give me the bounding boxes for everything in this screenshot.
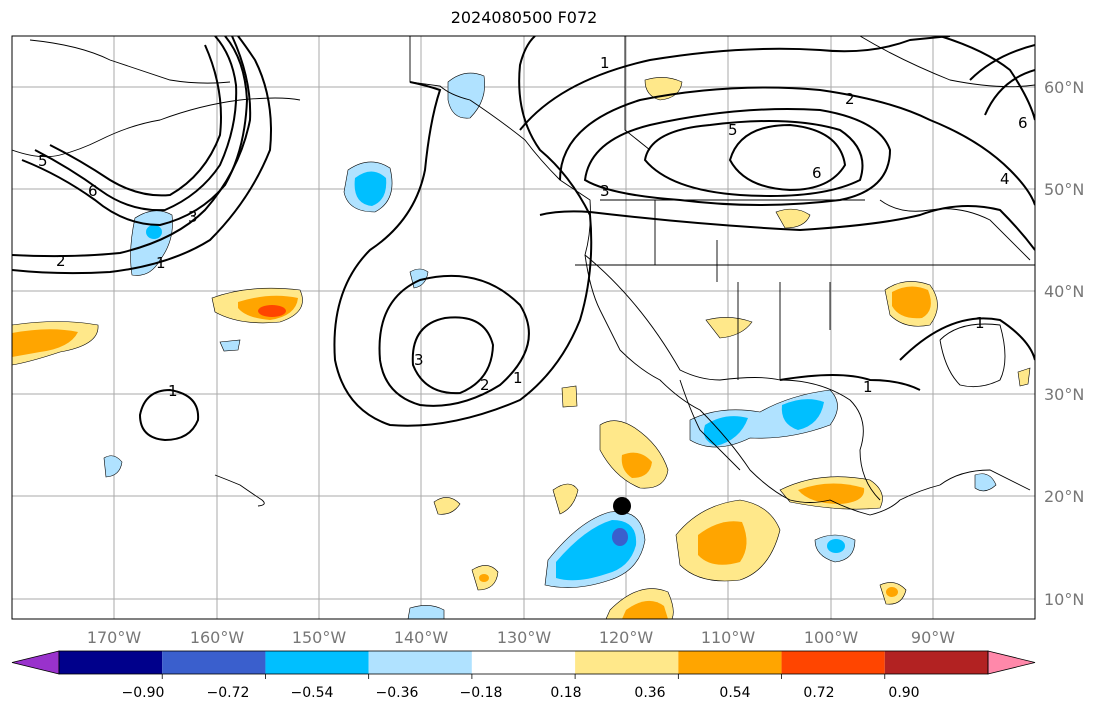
contour-label-1c: 1 xyxy=(513,369,523,387)
location-marker xyxy=(613,497,631,515)
lat-label: 10°N xyxy=(1044,590,1084,609)
colorbar-tick-labels: −0.90 −0.72 −0.54 −0.36 −0.18 0.18 0.36 … xyxy=(122,685,920,701)
colorbar-tick-label: −0.54 xyxy=(291,685,334,701)
lon-label: 110°W xyxy=(701,628,756,647)
warm-anomaly-core xyxy=(622,600,668,619)
coastlines xyxy=(12,36,1035,516)
lon-label: 170°W xyxy=(87,628,142,647)
shaded-anomalies xyxy=(12,72,1031,619)
lat-label: 30°N xyxy=(1044,385,1084,404)
cold-anomaly-core xyxy=(146,225,162,239)
warm-anomaly-core xyxy=(698,521,747,565)
lat-label: 50°N xyxy=(1044,180,1084,199)
colorbar-extend-max xyxy=(987,650,1036,675)
lon-label: 100°W xyxy=(804,628,859,647)
colorbar-segment xyxy=(368,651,472,674)
lon-label: 140°W xyxy=(394,628,449,647)
cold-anomaly xyxy=(103,455,123,478)
colorbar-segment xyxy=(884,651,988,674)
map-title: 2024080500 F072 xyxy=(450,8,598,27)
lon-label: 90°W xyxy=(911,628,955,647)
contour-label-2: 2 xyxy=(845,90,855,108)
lon-label: 150°W xyxy=(292,628,347,647)
warm-anomaly xyxy=(705,317,753,339)
lat-label: 20°N xyxy=(1044,487,1084,506)
lat-label: 40°N xyxy=(1044,282,1084,301)
cold-anomaly-peak xyxy=(612,528,628,546)
colorbar-segment xyxy=(678,651,782,674)
warm-anomaly xyxy=(552,483,579,515)
contour-label-2c: 2 xyxy=(480,376,490,394)
colorbar-tick-label: 0.90 xyxy=(888,685,919,701)
warm-anomaly-core xyxy=(479,574,489,582)
contour-label-3: 3 xyxy=(600,182,610,200)
cold-anomaly-core xyxy=(827,539,845,553)
lat-label: 60°N xyxy=(1044,78,1084,97)
warm-anomaly-core xyxy=(621,452,652,478)
contour-label-5b: 5 xyxy=(38,152,48,170)
contour-label-2b: 2 xyxy=(56,252,66,270)
map-frame xyxy=(11,35,1036,620)
colorbar-outline xyxy=(58,650,989,675)
contour-labels: 1 2 5 6 3 4 6 5 6 3 2 1 3 2 1 1 1 1 xyxy=(38,54,1028,400)
colorbar-tick-label: 0.72 xyxy=(803,685,834,701)
warm-anomaly xyxy=(433,497,461,515)
contour-label-1d: 1 xyxy=(168,382,178,400)
cold-anomaly-core xyxy=(354,171,387,206)
contour-label-1b: 1 xyxy=(156,254,166,272)
warm-anomaly-core xyxy=(892,286,931,319)
cold-anomaly-core xyxy=(781,399,824,430)
cold-anomaly xyxy=(974,473,997,492)
contours xyxy=(12,36,1035,442)
warm-anomaly xyxy=(561,385,578,408)
colorbar-tick-label: −0.18 xyxy=(460,685,503,701)
lon-label: 120°W xyxy=(599,628,654,647)
colorbar-segment xyxy=(781,651,885,674)
map-area: 1 2 5 6 3 4 6 5 6 3 2 1 3 2 1 1 1 1 xyxy=(12,36,1035,619)
lon-label: 130°W xyxy=(497,628,552,647)
contour-label-6b: 6 xyxy=(1018,114,1028,132)
cold-anomaly xyxy=(219,339,241,352)
contour-label-4: 4 xyxy=(1000,170,1010,188)
contour-label-3b: 3 xyxy=(188,208,198,226)
colorbar-tick-label: −0.72 xyxy=(207,685,250,701)
warm-anomaly xyxy=(775,208,811,229)
warm-anomaly-core xyxy=(798,483,865,504)
colorbar xyxy=(11,650,1036,679)
contour-label-6c: 6 xyxy=(88,182,98,200)
colorbar-tick-label: 0.36 xyxy=(634,685,665,701)
colorbar-tick-label: −0.90 xyxy=(122,685,165,701)
cold-anomaly-core xyxy=(703,416,748,446)
contour-label-1f: 1 xyxy=(863,378,873,396)
colorbar-extend-min xyxy=(11,650,60,675)
colorbar-segment xyxy=(59,651,163,674)
colorbar-segment xyxy=(162,651,266,674)
lon-label: 160°W xyxy=(190,628,245,647)
colorbar-segment xyxy=(575,651,679,674)
cold-anomaly xyxy=(407,605,445,619)
contour-label-5: 5 xyxy=(728,121,738,139)
warm-anomaly-core xyxy=(12,329,78,357)
contour-label-6: 6 xyxy=(812,164,822,182)
colorbar-tick-label: 0.54 xyxy=(719,685,750,701)
colorbar-segment xyxy=(265,651,369,674)
contour-label-1: 1 xyxy=(600,54,610,72)
latitude-labels: 60°N 50°N 40°N 30°N 20°N 10°N xyxy=(1044,78,1084,609)
warm-anomaly-core xyxy=(886,587,898,597)
longitude-labels: 170°W 160°W 150°W 140°W 130°W 120°W 110°… xyxy=(87,628,955,647)
colorbar-tick-label: 0.18 xyxy=(550,685,581,701)
warm-anomaly xyxy=(1017,367,1031,387)
colorbar-tick-label: −0.36 xyxy=(376,685,419,701)
colorbar-segment xyxy=(471,651,576,674)
cold-anomaly xyxy=(447,72,485,119)
contour-label-1e: 1 xyxy=(975,314,985,332)
warm-anomaly-peak xyxy=(258,305,286,317)
contour-label-3c: 3 xyxy=(414,351,424,369)
